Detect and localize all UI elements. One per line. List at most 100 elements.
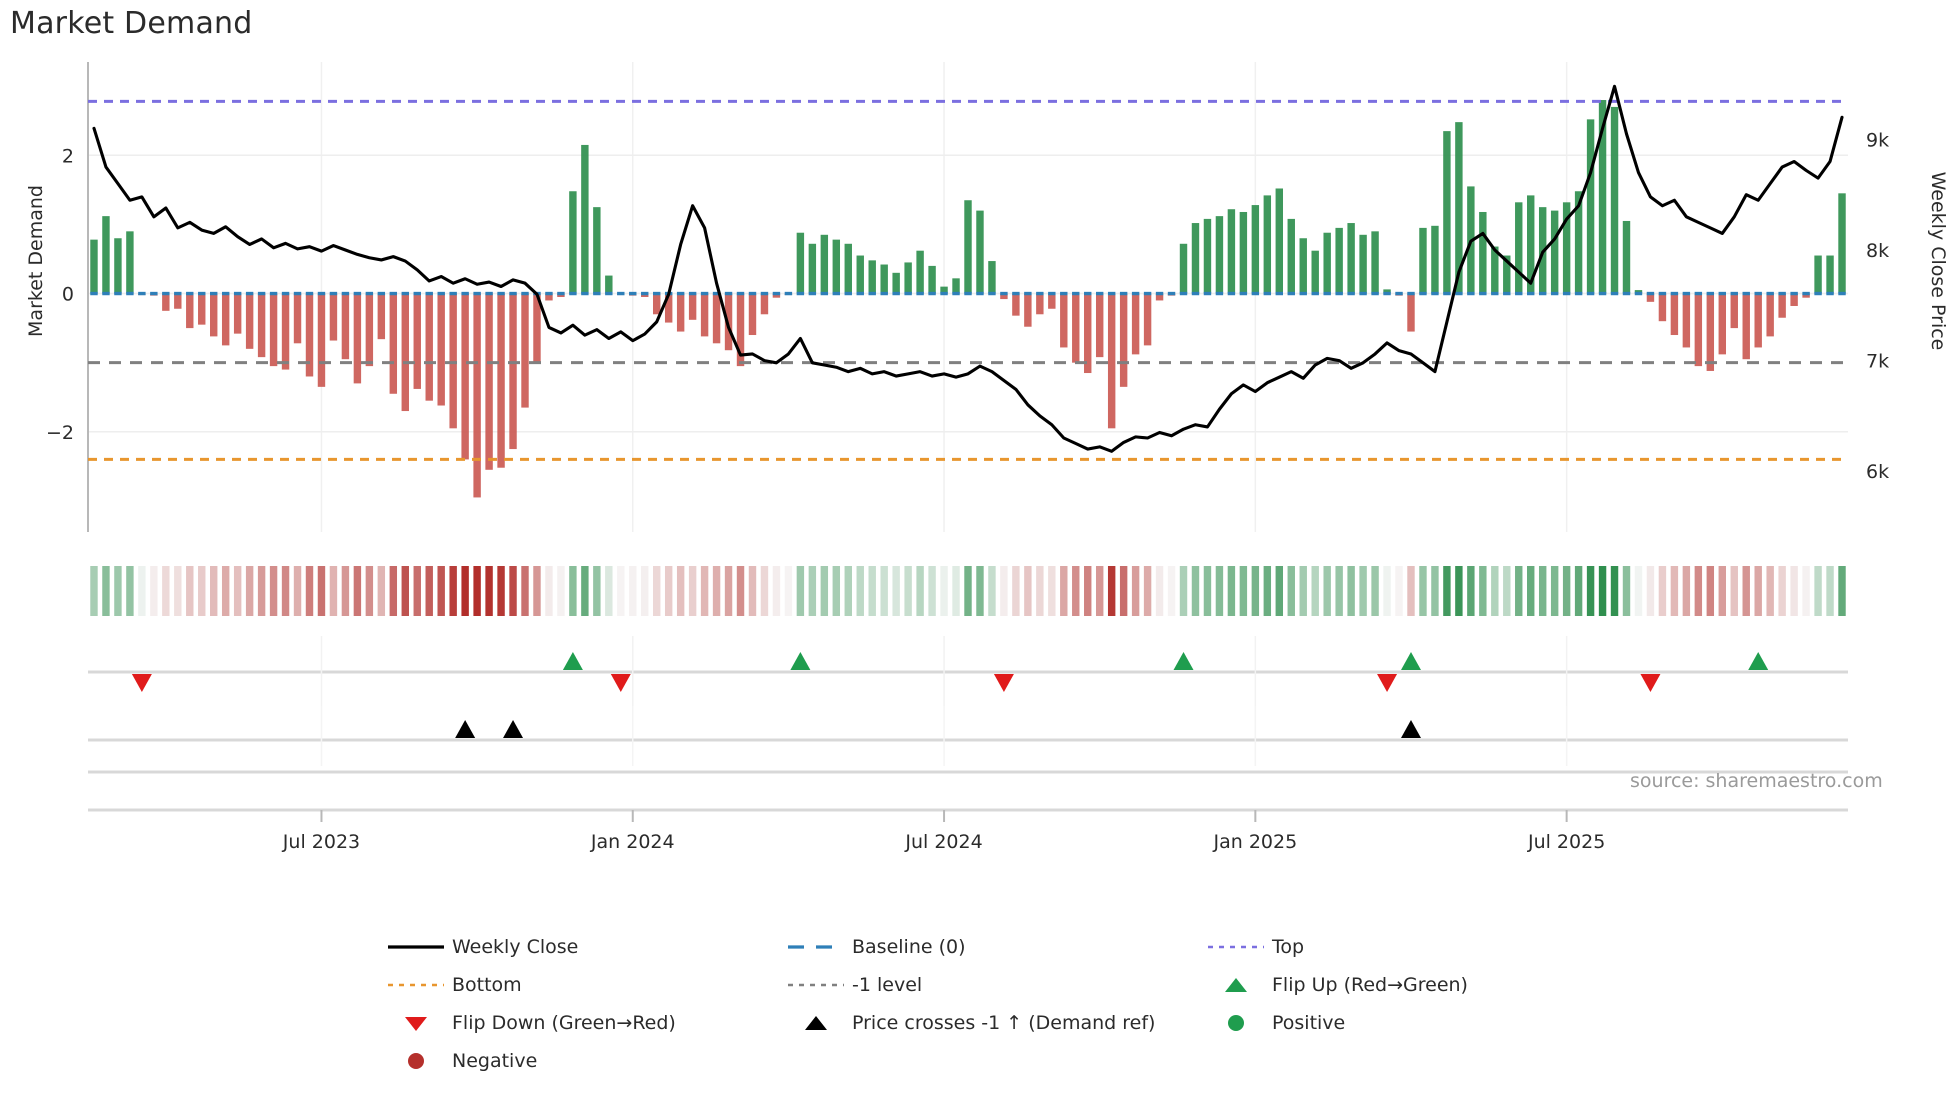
demand-bar xyxy=(1790,293,1798,306)
demand-bar xyxy=(174,293,182,309)
heat-cell xyxy=(1778,566,1786,616)
heat-cell xyxy=(1742,566,1750,616)
demand-bar xyxy=(1706,293,1715,371)
demand-bar xyxy=(1574,191,1583,294)
demand-bar xyxy=(221,293,230,346)
legend-item-weekly-close[interactable]: Weekly Close xyxy=(380,928,780,966)
demand-bar xyxy=(1143,293,1152,346)
heat-cell xyxy=(904,566,912,616)
demand-bar xyxy=(808,243,817,294)
legend-item-flip-up[interactable]: Flip Up (Red→Green) xyxy=(1200,966,1620,1004)
demand-bar xyxy=(1455,122,1463,294)
heat-cell xyxy=(485,566,493,616)
demand-bar xyxy=(1838,193,1846,294)
heat-cell xyxy=(569,566,577,616)
demand-bar xyxy=(1419,227,1427,294)
heat-cell xyxy=(401,566,409,616)
demand-bar xyxy=(1646,293,1655,302)
demand-bar xyxy=(700,293,709,337)
heat-cell xyxy=(269,566,278,616)
heat-cell xyxy=(1323,566,1331,616)
dashed-line-icon xyxy=(780,940,852,954)
demand-bar xyxy=(1155,293,1164,301)
legend-item-top[interactable]: Top xyxy=(1200,928,1620,966)
legend-item-baseline[interactable]: Baseline (0) xyxy=(780,928,1200,966)
heat-cell xyxy=(1155,566,1164,616)
heat-cell xyxy=(138,566,146,616)
demand-bar xyxy=(1802,293,1810,298)
demand-bar xyxy=(605,275,613,294)
heat-cell xyxy=(1431,566,1439,616)
demand-bar xyxy=(1239,211,1248,294)
legend-item-flip-down[interactable]: Flip Down (Green→Red) xyxy=(380,1004,780,1042)
legend-label: Price crosses -1 ↑ (Demand ref) xyxy=(852,1012,1156,1034)
demand-bar xyxy=(1766,293,1774,337)
demand-bar xyxy=(1562,202,1571,294)
heat-cell xyxy=(1634,566,1643,616)
demand-heat-strip xyxy=(90,566,1846,616)
legend-item-positive[interactable]: Positive xyxy=(1200,1004,1620,1042)
heat-cell xyxy=(1072,566,1080,616)
heat-cell xyxy=(497,566,505,616)
xaxis-row: Jul 2023 Jan 2024 Jul 2024 Jan 2025 Jul 2025 xyxy=(88,770,1848,853)
heat-cell xyxy=(305,566,314,616)
demand-bar xyxy=(772,293,781,298)
heat-cell xyxy=(1084,566,1092,616)
demand-bar xyxy=(916,250,924,294)
demand-bar xyxy=(293,293,302,344)
demand-bar xyxy=(1251,205,1260,294)
heat-cell xyxy=(605,566,613,616)
heat-cell xyxy=(1000,566,1008,616)
heat-cell xyxy=(629,566,637,616)
heat-cell xyxy=(1191,566,1200,616)
y-axis-right-label: Weekly Close Price xyxy=(1927,171,1949,351)
demand-bar xyxy=(664,293,673,323)
legend-label: Weekly Close xyxy=(452,936,579,958)
heat-cell xyxy=(1395,566,1403,616)
dotted-line-icon xyxy=(1200,940,1272,954)
demand-bar xyxy=(1347,223,1355,294)
demand-bar xyxy=(1730,293,1738,329)
demand-bar xyxy=(401,293,409,412)
demand-bar xyxy=(1682,293,1691,348)
heat-cell xyxy=(952,566,960,616)
heat-cell xyxy=(1550,566,1559,616)
heat-cell xyxy=(760,566,769,616)
heat-cell xyxy=(1670,566,1679,616)
demand-bar xyxy=(688,293,697,320)
demand-bar xyxy=(856,255,864,294)
demand-bar xyxy=(126,231,134,294)
heat-cell xyxy=(413,566,421,616)
main-chart: 2 0 −2 9k 8k 7k 6k xyxy=(46,62,1889,532)
demand-bar xyxy=(413,293,421,389)
heat-cell xyxy=(1251,566,1260,616)
heat-cell xyxy=(772,566,781,616)
heat-cell xyxy=(329,566,338,616)
demand-bar xyxy=(1287,218,1295,294)
demand-bar xyxy=(1323,232,1331,294)
demand-bar xyxy=(389,293,398,394)
heat-cell xyxy=(186,566,194,616)
demand-bar xyxy=(545,293,553,301)
price-cross-marker xyxy=(503,720,524,738)
flip-up-marker xyxy=(790,652,811,670)
legend-item-negative[interactable]: Negative xyxy=(380,1042,780,1080)
heat-cell xyxy=(437,566,445,616)
heat-cell xyxy=(988,566,996,616)
heat-cell xyxy=(688,566,697,616)
demand-bar xyxy=(210,293,218,337)
demand-bar xyxy=(257,293,266,358)
legend-item-minus-one-level[interactable]: -1 level xyxy=(780,966,1200,1004)
heat-cell xyxy=(1024,566,1032,616)
legend-item-price-crosses[interactable]: Price crosses -1 ↑ (Demand ref) xyxy=(780,1004,1200,1042)
demand-bar xyxy=(521,293,529,408)
dotted-line-icon xyxy=(380,978,452,992)
flip-down-marker xyxy=(1377,674,1398,692)
legend-item-bottom[interactable]: Bottom xyxy=(380,966,780,1004)
heat-cell xyxy=(1766,566,1774,616)
demand-bar xyxy=(1634,290,1643,294)
legend-row: Weekly Close Baseline (0) Top xyxy=(380,928,1780,966)
demand-bar xyxy=(1610,106,1619,294)
demand-bar xyxy=(497,293,505,468)
heat-cell xyxy=(796,566,805,616)
